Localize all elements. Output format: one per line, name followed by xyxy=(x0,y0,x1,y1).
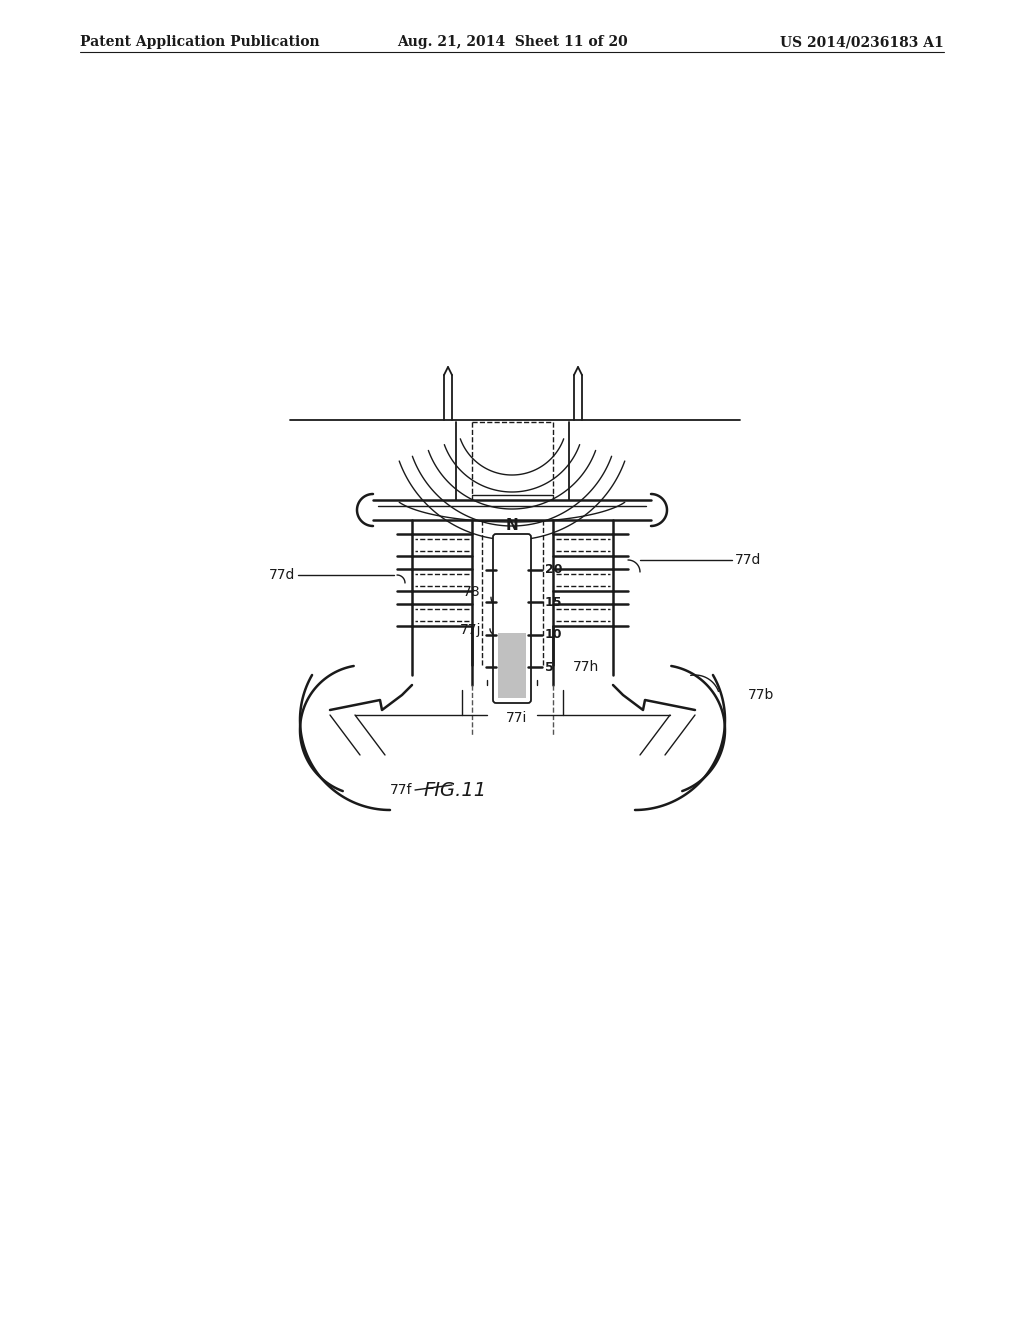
Text: 77d: 77d xyxy=(735,553,762,568)
Text: 15: 15 xyxy=(545,595,562,609)
FancyBboxPatch shape xyxy=(493,535,531,704)
Text: US 2014/0236183 A1: US 2014/0236183 A1 xyxy=(780,36,944,49)
Text: 77f: 77f xyxy=(389,783,412,797)
Text: N: N xyxy=(506,517,518,532)
Text: 77j: 77j xyxy=(460,623,481,636)
Text: Patent Application Publication: Patent Application Publication xyxy=(80,36,319,49)
Text: 77d: 77d xyxy=(268,568,295,582)
Text: Aug. 21, 2014  Sheet 11 of 20: Aug. 21, 2014 Sheet 11 of 20 xyxy=(396,36,628,49)
Text: 78: 78 xyxy=(464,585,481,599)
Text: 20: 20 xyxy=(545,564,562,576)
Text: 10: 10 xyxy=(545,628,562,642)
Text: 77b: 77b xyxy=(748,688,774,702)
Text: FIG.11: FIG.11 xyxy=(424,780,486,800)
Bar xyxy=(496,537,528,700)
Text: 77i: 77i xyxy=(506,711,527,725)
Text: 77h: 77h xyxy=(573,660,599,675)
Text: 5: 5 xyxy=(545,661,554,675)
Bar xyxy=(498,632,526,698)
